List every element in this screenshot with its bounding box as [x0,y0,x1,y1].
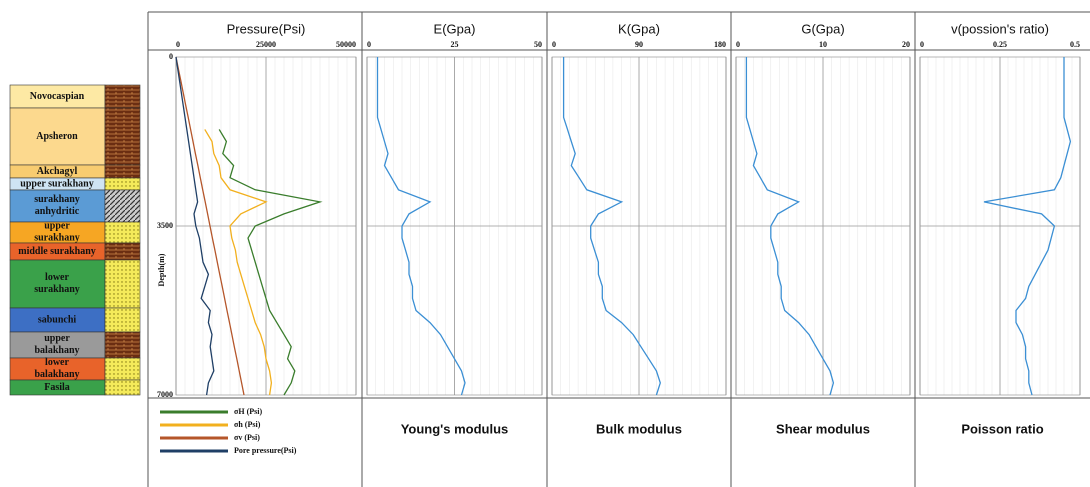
y-axis-label: Depth(m) [157,253,166,286]
track-title: v(possion's ratio) [951,21,1049,36]
lithology-cell [104,331,141,359]
x-tick-label: 50 [534,40,542,49]
formation-cell [9,259,106,309]
formation-label: Fasila [44,382,70,393]
x-tick-label: 25 [451,40,459,49]
legend-label: σH (Psi) [234,407,262,416]
lithology-cell [104,177,141,191]
y-tick-label: 0 [169,52,173,61]
formation-label-line: anhydritic [35,206,80,217]
formation-label-line: lower [45,272,69,283]
track-title: K(Gpa) [618,21,660,36]
x-tick-label: 90 [635,40,643,49]
log-curve [376,57,466,396]
formation-label: surakhany anhydritic [34,194,80,217]
x-tick-label: 0 [367,40,371,49]
lithology-cell [104,189,141,223]
lithology-cell [104,307,141,333]
formation-label-line: surakhany [34,284,80,295]
legend-label: σh (Psi) [234,420,261,429]
legend-label: σv (Psi) [234,433,260,442]
y-tick-label: 7000 [157,390,173,399]
formation-label-line: surakhany [34,233,80,244]
x-tick-label: 25000 [256,40,276,49]
x-tick-label: 0 [176,40,180,49]
formation-label-line: upper [44,221,70,232]
legend-label: Pore pressure(Psi) [234,446,297,455]
track-caption: Young's modulus [401,421,509,436]
log-curve [745,57,835,396]
track-title: Pressure(Psi) [227,21,306,36]
x-tick-label: 0 [736,40,740,49]
log-curve [175,56,215,396]
formation-label: upper surakhany [20,178,93,189]
formation-label: middle surakhany [18,246,96,257]
formation-label-line: balakhany [34,345,79,356]
log-curve [562,57,661,396]
formation-label: Novocaspian [30,91,85,102]
y-tick-label: 3500 [157,221,173,230]
log-curve [218,129,323,396]
x-tick-label: 180 [714,40,726,49]
formation-label: lower surakhany [34,272,80,295]
lithology-cell [104,164,141,179]
track-caption: Poisson ratio [961,421,1043,436]
x-tick-label: 0 [920,40,924,49]
lithology-cell [104,84,141,109]
log-curve [204,129,273,396]
log-curve [175,56,245,396]
x-tick-label: 0 [552,40,556,49]
formation-label: Akchagyl [37,166,78,177]
lithology-cell [104,357,141,381]
formation-cell [9,107,106,166]
lithology-cell [104,379,141,396]
lithology-cell [104,107,141,166]
log-curve [983,57,1072,396]
formation-label-line: lower [45,357,69,368]
track-caption: Bulk modulus [596,421,682,436]
formation-label-line: upper [44,333,70,344]
formation-label: upper balakhany [34,333,79,356]
formation-label: lower balakhany [34,357,79,380]
lithology-cell [104,242,141,261]
x-tick-label: 50000 [336,40,356,49]
x-tick-label: 20 [902,40,910,49]
formation-label-line: balakhany [34,369,79,380]
formation-label: Apsheron [36,131,78,142]
x-tick-label: 0.25 [993,40,1007,49]
x-tick-label: 10 [819,40,827,49]
x-tick-label: 0.5 [1070,40,1080,49]
track-title: E(Gpa) [434,21,476,36]
formation-label-line: surakhany [34,194,80,205]
lithology-cell [104,221,141,244]
track-caption: Shear modulus [776,421,870,436]
formation-label: upper surakhany [34,221,80,244]
formation-label: sabunchi [38,314,77,325]
lithology-cell [104,259,141,309]
track-title: G(Gpa) [801,21,844,36]
